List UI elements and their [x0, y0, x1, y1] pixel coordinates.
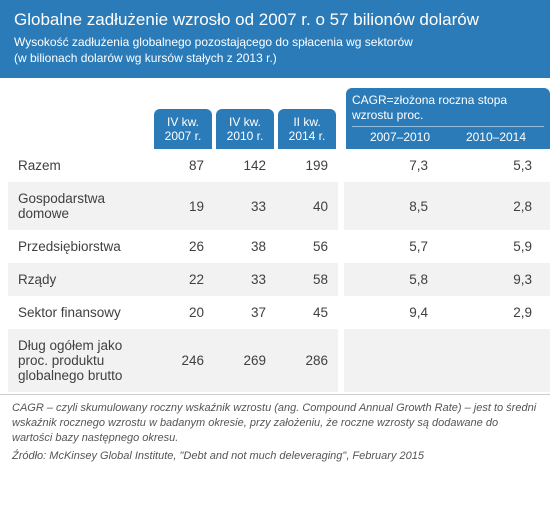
cagr-cell: 5,9	[448, 230, 550, 263]
cagr-cell: 9,3	[448, 263, 550, 296]
cagr-label: CAGR=złożona roczna stopa wzrostu proc.	[352, 93, 544, 123]
row-label: Rządy	[8, 263, 152, 296]
table-body: Razem871421997,35,3Gospodarstwa domowe19…	[8, 149, 550, 392]
table-row: Przedsiębiorstwa2638565,75,9	[8, 230, 550, 263]
row-label: Przedsiębiorstwa	[8, 230, 152, 263]
row-label: Dług ogółem jako proc. produktu globalne…	[8, 329, 152, 392]
value-cell: 199	[276, 149, 338, 182]
row-label: Razem	[8, 149, 152, 182]
value-cell: 58	[276, 263, 338, 296]
debt-table: IV kw. 2007 r. IV kw. 2010 r. II kw. 201…	[8, 78, 550, 392]
col-header-2014: II kw. 2014 r.	[278, 109, 336, 150]
value-cell: 56	[276, 230, 338, 263]
value-cell: 286	[276, 329, 338, 392]
value-cell: 19	[152, 182, 214, 230]
footnote-text: CAGR – czyli skumulowany roczny wskaźnik…	[0, 394, 550, 446]
value-cell: 33	[214, 182, 276, 230]
cagr-cell: 5,8	[344, 263, 448, 296]
cagr-cell: 5,7	[344, 230, 448, 263]
value-cell: 26	[152, 230, 214, 263]
value-cell: 269	[214, 329, 276, 392]
cagr-cell: 8,5	[344, 182, 448, 230]
value-cell: 142	[214, 149, 276, 182]
cagr-cell: 2,8	[448, 182, 550, 230]
value-cell: 45	[276, 296, 338, 329]
col-header-2007: IV kw. 2007 r.	[154, 109, 212, 150]
row-label: Gospodarstwa domowe	[8, 182, 152, 230]
table-container: IV kw. 2007 r. IV kw. 2010 r. II kw. 201…	[0, 78, 550, 392]
cagr-cell: 7,3	[344, 149, 448, 182]
cagr-cell: 2,9	[448, 296, 550, 329]
value-cell: 37	[214, 296, 276, 329]
value-cell: 22	[152, 263, 214, 296]
value-cell: 38	[214, 230, 276, 263]
page-subtitle-2: (w bilionach dolarów wg kursów stałych z…	[14, 50, 536, 66]
table-row: Dług ogółem jako proc. produktu globalne…	[8, 329, 550, 392]
value-cell: 246	[152, 329, 214, 392]
table-row: Gospodarstwa domowe1933408,52,8	[8, 182, 550, 230]
value-cell: 40	[276, 182, 338, 230]
page-subtitle-1: Wysokość zadłużenia globalnego pozostają…	[14, 34, 536, 50]
page-title: Globalne zadłużenie wzrosło od 2007 r. o…	[14, 10, 536, 30]
source-text: Źródło: McKinsey Global Institute, "Debt…	[0, 446, 550, 472]
col-header-cagr: CAGR=złożona roczna stopa wzrostu proc. …	[346, 88, 550, 149]
col-header-2010: IV kw. 2010 r.	[216, 109, 274, 150]
cagr-sub-a: 2007–2010	[352, 130, 448, 145]
value-cell: 20	[152, 296, 214, 329]
value-cell: 33	[214, 263, 276, 296]
cagr-cell	[344, 329, 448, 392]
header-block: Globalne zadłużenie wzrosło od 2007 r. o…	[0, 0, 550, 78]
value-cell: 87	[152, 149, 214, 182]
cagr-cell: 9,4	[344, 296, 448, 329]
table-row: Razem871421997,35,3	[8, 149, 550, 182]
table-row: Sektor finansowy2037459,42,9	[8, 296, 550, 329]
row-label: Sektor finansowy	[8, 296, 152, 329]
cagr-sub-b: 2010–2014	[448, 130, 544, 145]
table-row: Rządy2233585,89,3	[8, 263, 550, 296]
cagr-cell	[448, 329, 550, 392]
cagr-cell: 5,3	[448, 149, 550, 182]
